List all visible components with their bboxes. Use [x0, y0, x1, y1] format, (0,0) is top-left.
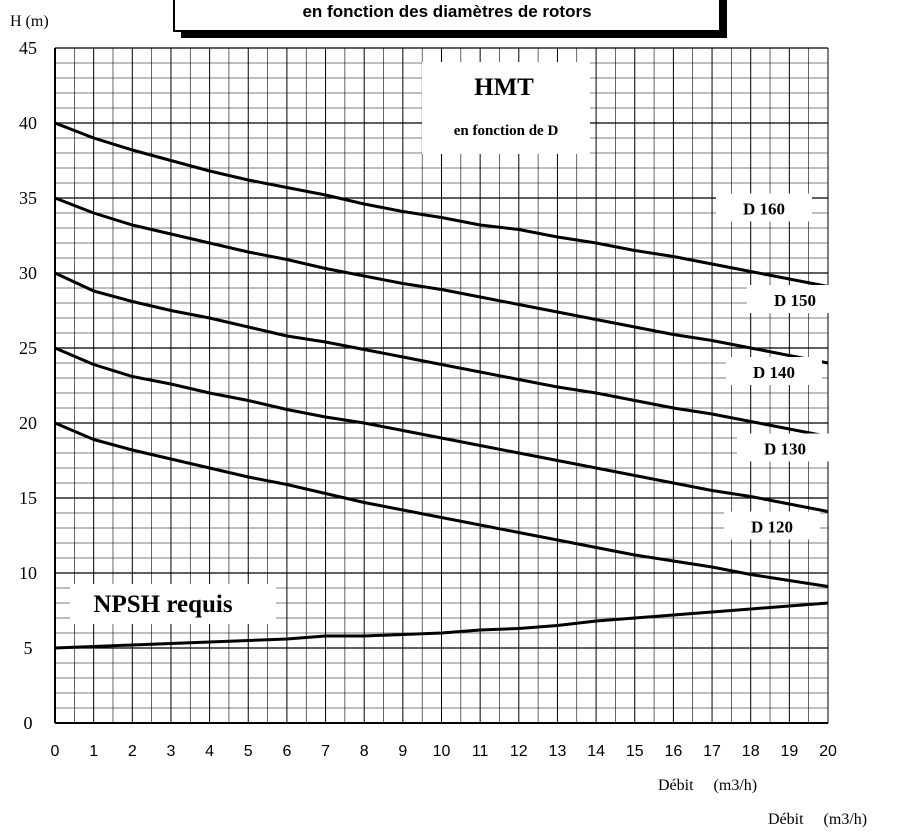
- hmt-title: HMT: [474, 74, 534, 101]
- y-tick-label: 10: [19, 563, 37, 583]
- x-tick-label: 11: [472, 743, 489, 760]
- series-label-bg: [724, 511, 820, 540]
- grid-major: [54, 47, 829, 724]
- x-tick-label: 4: [205, 743, 214, 760]
- series-label-bg: [747, 285, 843, 313]
- series-label-bg: [737, 433, 833, 462]
- x-tick-label: 12: [510, 743, 528, 760]
- curve-npsh-requis: [54, 601, 829, 650]
- x-tick-label: 13: [549, 743, 567, 760]
- series-label: D 150: [774, 291, 816, 310]
- chart-title: en fonction des diamètres de rotors: [302, 2, 591, 21]
- y-tick-label: 45: [19, 38, 37, 58]
- series-label: D 120: [751, 518, 793, 537]
- x-tick-label: 1: [89, 743, 98, 760]
- x-tick-label: 15: [626, 743, 644, 760]
- x-tick-label: 16: [665, 743, 683, 760]
- x-tick-label: 10: [433, 743, 451, 760]
- curve-d-140: [54, 271, 829, 438]
- x-tick-label: 3: [166, 743, 175, 760]
- x-tick-label: 8: [360, 743, 369, 760]
- grid-minor: [55, 48, 828, 723]
- series-label-bg: [726, 357, 822, 385]
- y-tick-label: 15: [19, 488, 37, 508]
- y-axis-ticks: 0 5 10 15 20 25 30 35 40 45: [19, 38, 37, 733]
- series-label: D 140: [753, 363, 795, 382]
- y-tick-label: 30: [19, 263, 37, 283]
- y-tick-label: 40: [19, 113, 37, 133]
- x-tick-label: 7: [321, 743, 330, 760]
- x-tick-label: 20: [819, 743, 837, 760]
- npsh-box: NPSH requis: [70, 584, 276, 624]
- curve-d-130: [54, 346, 829, 513]
- x-tick-label: 17: [703, 743, 721, 760]
- curve-d-120: [54, 421, 829, 588]
- y-tick-label: 25: [19, 338, 37, 358]
- x-tick-label: 2: [128, 743, 137, 760]
- x-tick-label: 9: [398, 743, 407, 760]
- x-tick-label: 0: [51, 743, 60, 760]
- hmt-box: HMT en fonction de D: [422, 62, 590, 154]
- series-label: D 130: [764, 440, 806, 459]
- curve-d-150: [54, 196, 829, 365]
- title-box: en fonction des diamètres de rotors: [173, 0, 727, 38]
- x-tick-label: 5: [244, 743, 253, 760]
- y-tick-label: 0: [24, 713, 33, 733]
- y-tick-label: 35: [19, 188, 37, 208]
- x-tick-label: 6: [282, 743, 291, 760]
- y-axis-label: H (m): [10, 13, 49, 30]
- hmt-subtitle: en fonction de D: [454, 123, 559, 139]
- x-tick-label: 14: [587, 743, 605, 760]
- y-tick-label: 20: [19, 413, 37, 433]
- x-tick-label: 19: [780, 743, 798, 760]
- curves: [54, 121, 829, 650]
- series-label: D 160: [743, 200, 785, 219]
- x-tick-label: 18: [742, 743, 760, 760]
- npsh-label: NPSH requis: [93, 591, 232, 618]
- y-tick-label: 5: [24, 638, 33, 658]
- series-labels: D 160 D 150 D 140 D 130 D 120: [716, 193, 843, 540]
- x-axis-label-1: Débit (m3/h): [658, 777, 757, 794]
- x-axis-label-2: Débit (m3/h): [768, 811, 867, 828]
- x-axis-ticks: 0 1 2 3 4 5 6 7 8 9 10 11 12 13 14 15 16 17 18 19 20: [51, 743, 837, 760]
- curve-d-160: [54, 121, 829, 288]
- series-label-bg: [716, 193, 812, 222]
